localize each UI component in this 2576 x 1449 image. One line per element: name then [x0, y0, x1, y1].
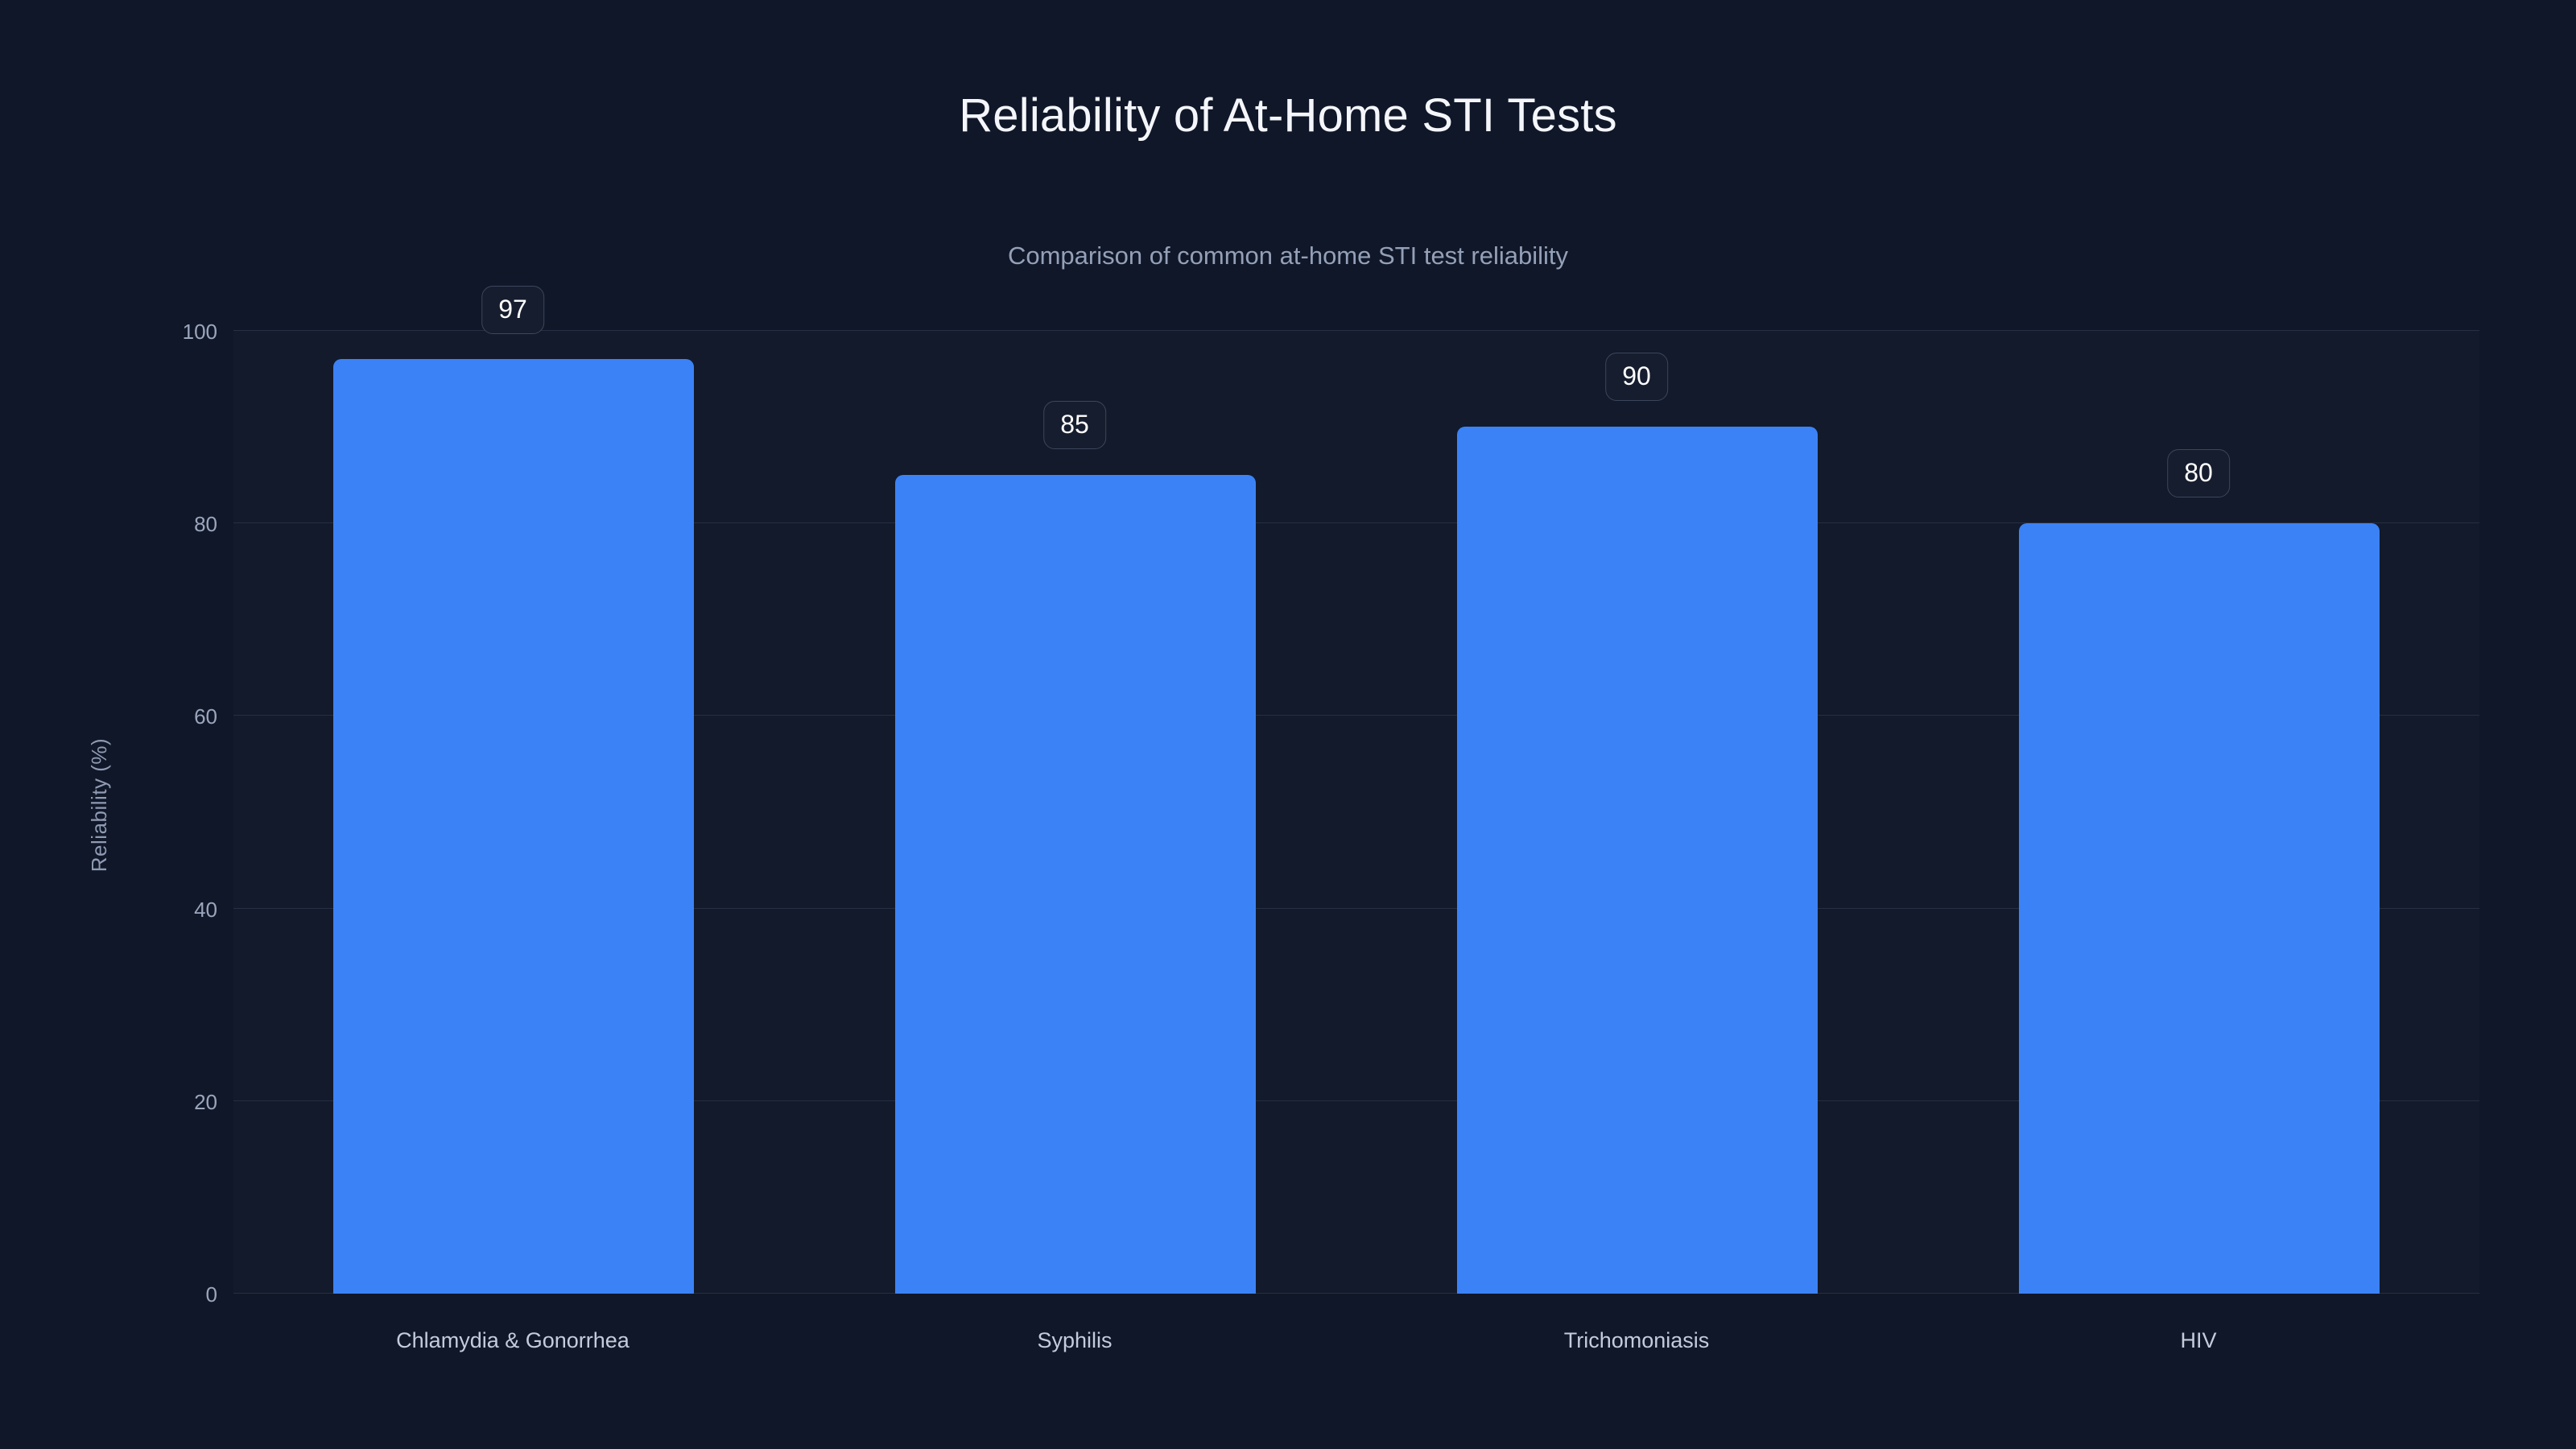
- chart-subtitle: Comparison of common at-home STI test re…: [1007, 242, 1569, 270]
- gridline-100: [233, 330, 2479, 331]
- gridline-40: [233, 908, 2479, 909]
- value-badge-syphilis: 85: [1043, 401, 1106, 449]
- bars-layer: [233, 330, 2479, 1294]
- y-tick-label-60: 60: [194, 704, 217, 729]
- bar-trichomoniasis[interactable]: [1457, 427, 1818, 1294]
- y-tick-label-100: 100: [182, 320, 217, 344]
- gridline-20: [233, 1100, 2479, 1101]
- value-badge-trichomoniasis: 90: [1605, 353, 1668, 401]
- bar-chlamydia-gonorrhea[interactable]: [333, 359, 694, 1294]
- bar-syphilis[interactable]: [895, 475, 1256, 1294]
- y-axis-title: Reliability (%): [87, 737, 111, 873]
- value-badge-chlamydia-gonorrhea: 97: [481, 286, 544, 334]
- gridline-0: [233, 1293, 2479, 1294]
- gridline-80: [233, 522, 2479, 523]
- value-badge-hiv: 80: [2167, 449, 2230, 497]
- x-tick-label-trichomoniasis: Trichomoniasis: [1563, 1328, 1710, 1352]
- y-tick-label-20: 20: [194, 1090, 217, 1114]
- y-tick-label-80: 80: [194, 512, 217, 536]
- x-tick-label-syphilis: Syphilis: [1037, 1328, 1113, 1352]
- gridline-60: [233, 715, 2479, 716]
- chart-title: Reliability of At-Home STI Tests: [959, 89, 1617, 142]
- y-tick-label-0: 0: [205, 1282, 217, 1307]
- y-tick-label-40: 40: [194, 898, 217, 922]
- bar-hiv[interactable]: [2019, 523, 2380, 1294]
- x-tick-label-hiv: HIV: [2180, 1328, 2217, 1352]
- x-tick-label-chlamydia-gonorrhea: Chlamydia & Gonorrhea: [396, 1328, 630, 1352]
